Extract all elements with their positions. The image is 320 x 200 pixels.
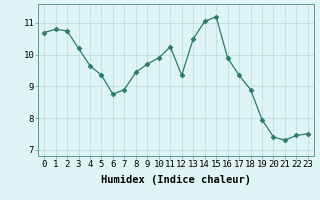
X-axis label: Humidex (Indice chaleur): Humidex (Indice chaleur) <box>101 175 251 185</box>
